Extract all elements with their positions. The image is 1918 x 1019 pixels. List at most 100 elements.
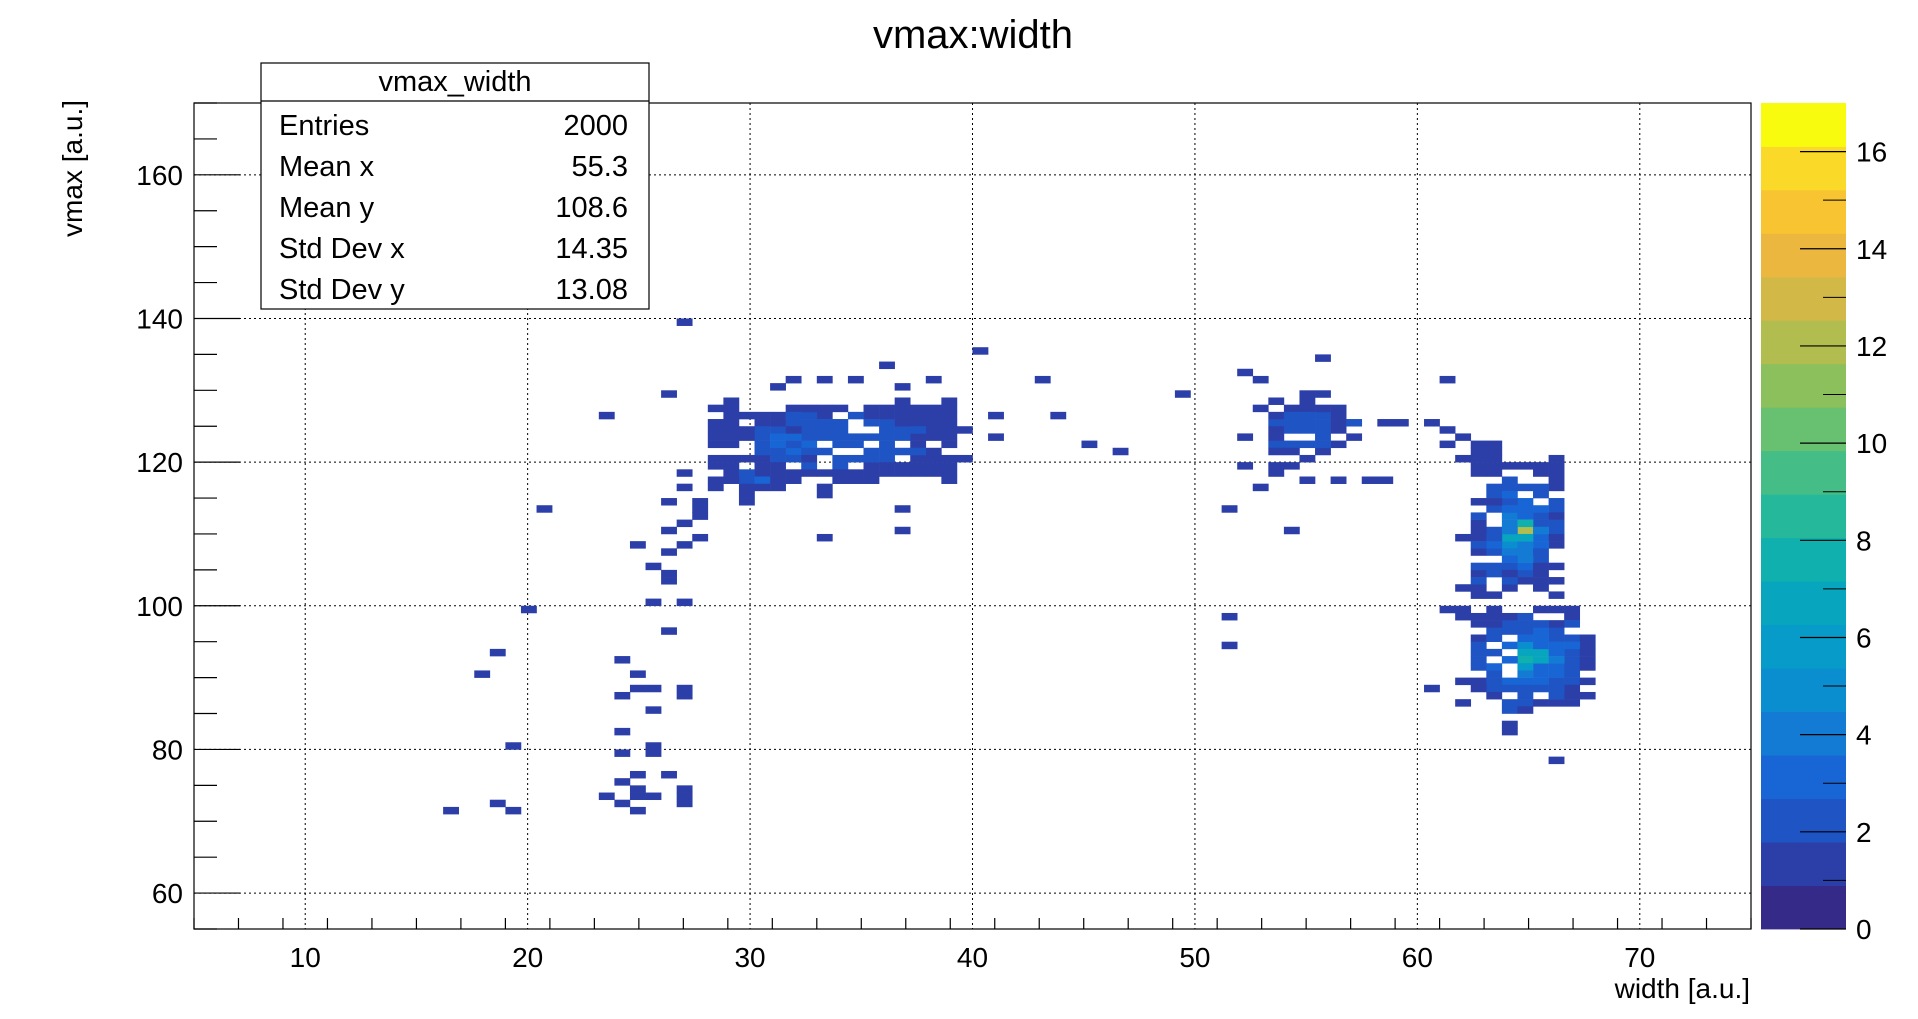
histogram-cell <box>754 476 771 484</box>
histogram-cell <box>1501 699 1518 707</box>
histogram-cell <box>1268 419 1285 427</box>
histogram-cell <box>1501 526 1518 535</box>
histogram-cell <box>925 426 942 434</box>
histogram-cell <box>785 447 802 456</box>
histogram-cell <box>1501 533 1518 542</box>
histogram-cell <box>1439 426 1456 434</box>
histogram-cell <box>1486 498 1503 506</box>
histogram-cell <box>738 426 755 434</box>
histogram-cell <box>832 469 849 477</box>
histogram-cell <box>816 375 833 384</box>
histogram-cell <box>785 419 802 427</box>
histogram-cell <box>832 433 849 441</box>
histogram-cell <box>1501 612 1518 621</box>
histogram-cell <box>1501 584 1518 592</box>
x-tick-label: 60 <box>1402 942 1433 973</box>
histogram-cell <box>1517 541 1534 549</box>
histogram-cell <box>1330 440 1347 449</box>
histogram-cell <box>1470 612 1487 621</box>
histogram-cell <box>1377 476 1394 484</box>
histogram-cell <box>910 440 927 449</box>
histogram-cell <box>785 454 802 463</box>
histogram-cell <box>1470 519 1487 528</box>
histogram-cell <box>1501 548 1518 556</box>
histogram-cell <box>676 318 693 326</box>
histogram-cell <box>676 785 693 793</box>
stats-row-label: Mean y <box>279 192 375 224</box>
histogram-cell <box>1486 670 1503 678</box>
histogram-cell <box>1501 498 1518 506</box>
histogram-cell <box>770 419 786 427</box>
histogram-cell <box>847 411 864 420</box>
histogram-cell <box>1455 533 1472 542</box>
stats-box: vmax_width Entries 2000 Mean x 55.3 Mean y 10… <box>260 62 650 310</box>
histogram-cell <box>1533 505 1549 513</box>
histogram-cell <box>754 447 771 456</box>
histogram-cell <box>1268 426 1285 434</box>
histogram-cell <box>925 447 942 456</box>
histogram-cell <box>723 454 740 463</box>
histogram-cell <box>1268 397 1285 405</box>
histogram-cell <box>941 411 958 420</box>
histogram-cell <box>1470 440 1487 449</box>
histogram-cell <box>1579 648 1596 657</box>
histogram-cell <box>1392 419 1409 427</box>
histogram-cell <box>645 742 662 750</box>
histogram-cell <box>676 598 693 607</box>
histogram-cell <box>489 799 506 808</box>
palette-tick-label: 16 <box>1856 137 1887 168</box>
histogram-cell <box>645 749 662 757</box>
histogram-cell <box>1346 433 1363 441</box>
histogram-cell <box>738 454 755 463</box>
histogram-cell <box>443 806 459 815</box>
histogram-cell <box>754 483 771 492</box>
histogram-cell <box>661 548 677 556</box>
histogram-cell <box>1501 641 1518 650</box>
histogram-cell <box>1283 440 1300 449</box>
histogram-cell <box>785 469 802 477</box>
histogram-cell <box>1548 684 1565 693</box>
histogram-cell <box>1486 684 1503 693</box>
histogram-cell <box>770 476 786 484</box>
histogram-cell <box>956 454 973 463</box>
histogram-cell <box>801 440 818 449</box>
histogram-cell <box>738 476 755 484</box>
histogram-cell <box>723 462 740 470</box>
histogram-cell <box>847 469 864 477</box>
histogram-cell <box>1470 684 1487 693</box>
histogram-cell <box>738 411 755 420</box>
histogram-cells <box>443 318 1596 815</box>
histogram-cell <box>754 440 771 449</box>
histogram-cell <box>1315 440 1331 449</box>
histogram-cell <box>1377 419 1394 427</box>
histogram-cell <box>676 799 693 808</box>
histogram-cell <box>879 404 895 413</box>
histogram-cell <box>816 483 833 492</box>
histogram-cell <box>692 498 709 506</box>
histogram-cell <box>645 706 662 714</box>
histogram-cell <box>879 433 895 441</box>
histogram-cell <box>1517 612 1534 621</box>
histogram-cell <box>879 454 895 463</box>
histogram-cell <box>1424 684 1440 693</box>
histogram-cell <box>1486 605 1503 614</box>
histogram-cell <box>1564 691 1581 700</box>
histogram-cell <box>645 684 662 693</box>
histogram-cell <box>832 476 849 484</box>
histogram-cell <box>1517 462 1534 470</box>
palette-swatch <box>1761 798 1846 843</box>
histogram-cell <box>1501 562 1518 571</box>
histogram-cell <box>1517 699 1534 707</box>
palette-swatch <box>1761 146 1846 191</box>
histogram-cell <box>1470 620 1487 628</box>
histogram-cell <box>1315 354 1331 362</box>
histogram-cell <box>1330 419 1347 427</box>
histogram-cell <box>1517 670 1534 678</box>
histogram-cell <box>1533 684 1549 693</box>
histogram-cell <box>941 419 958 427</box>
palette-tick-label: 10 <box>1856 428 1887 459</box>
histogram-cell <box>1548 699 1565 707</box>
histogram-cell <box>692 505 709 513</box>
histogram-cell <box>832 462 849 470</box>
histogram-cell <box>1486 627 1503 635</box>
